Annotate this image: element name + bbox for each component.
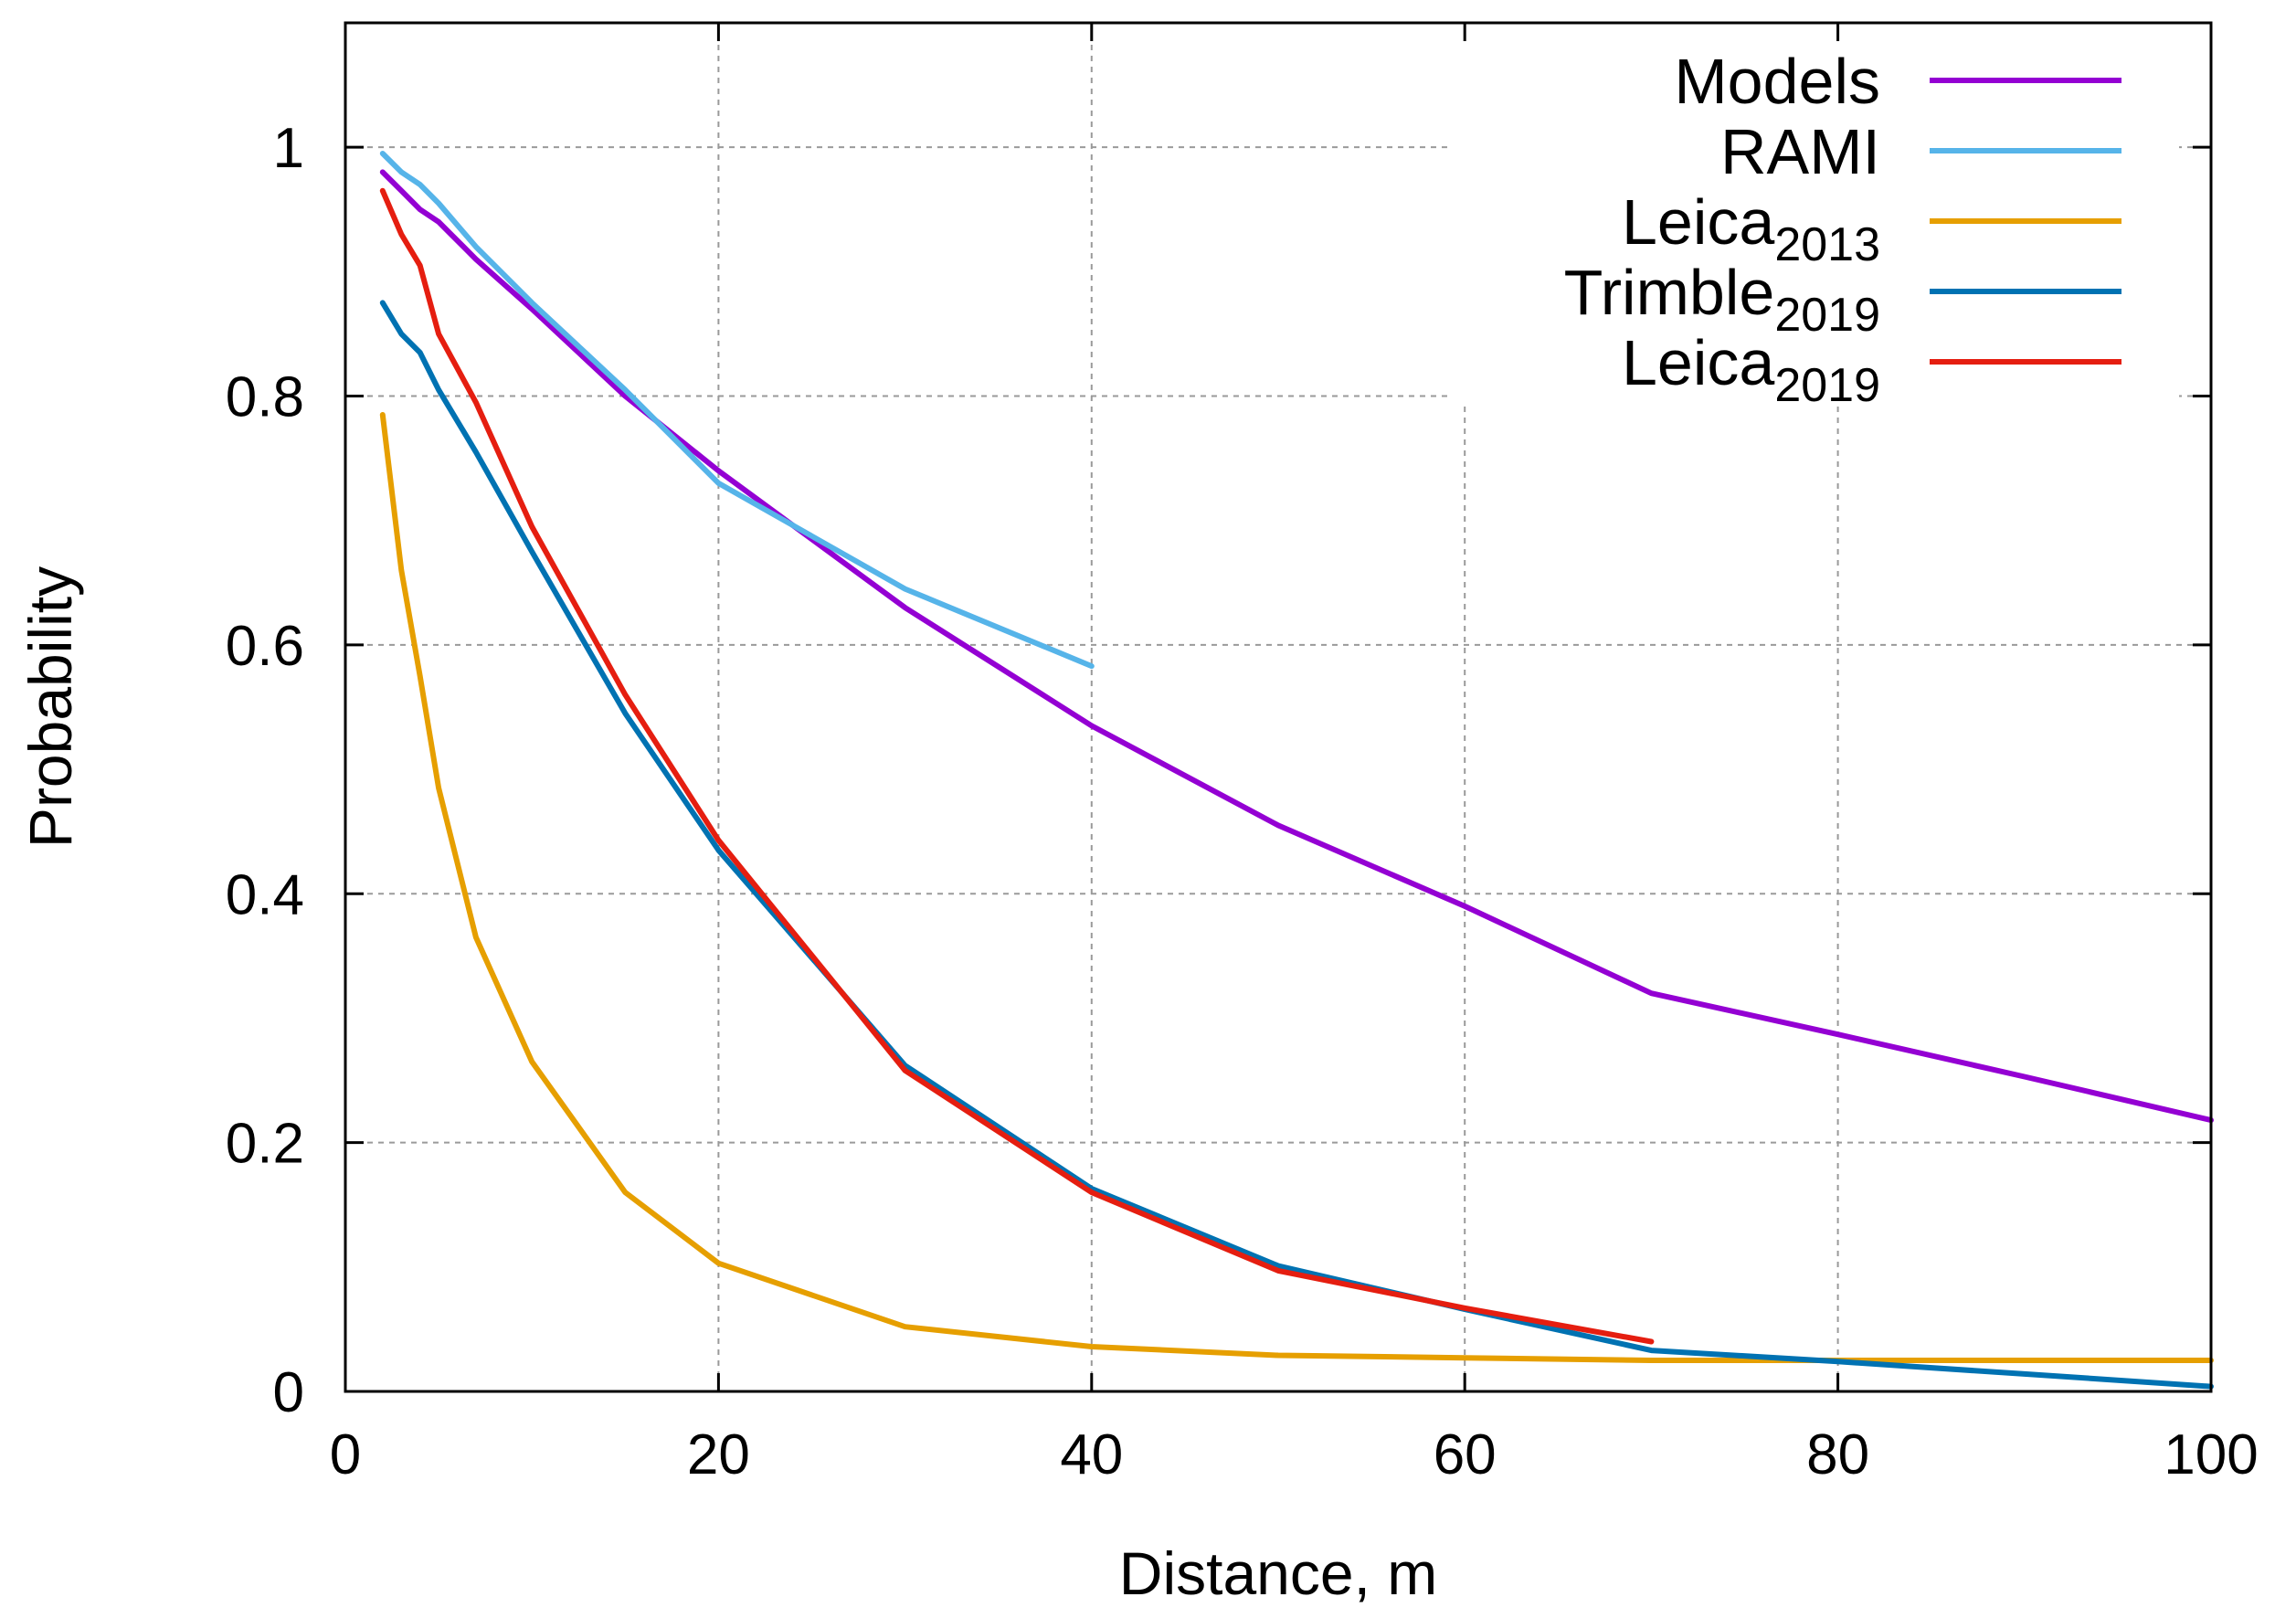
series-line-leica2013 <box>379 412 2214 1363</box>
x-tick-label: 40 <box>1060 1423 1123 1486</box>
y-tick-label: 0 <box>273 1361 304 1424</box>
data-series <box>379 151 2214 1390</box>
x-tick-label: 100 <box>2164 1423 2258 1486</box>
y-tick-label: 0.4 <box>226 863 304 926</box>
x-tick-label: 0 <box>330 1423 361 1486</box>
tick-labels: 0 20 40 60 80 100 0 0.2 0.4 0.6 0.8 1 <box>226 117 2259 1486</box>
y-tick-label: 0.6 <box>226 615 304 678</box>
series-line-rami <box>379 151 1095 670</box>
y-tick-label: 1 <box>273 117 304 180</box>
plot-frame <box>344 21 2213 1393</box>
axis-ticks <box>344 23 2213 1393</box>
series-line-models <box>379 169 2214 1124</box>
y-tick-label: 0.2 <box>226 1113 304 1176</box>
legend-label-rami: RAMI <box>1720 116 1880 187</box>
series-line-leica2019 <box>379 187 1655 1345</box>
x-tick-label: 80 <box>1806 1423 1869 1486</box>
x-tick-label: 20 <box>687 1423 750 1486</box>
x-tick-label: 60 <box>1434 1423 1497 1486</box>
x-axis-label: Distance, m <box>1119 1539 1437 1607</box>
y-axis-label: Probability <box>16 566 84 848</box>
grid-lines <box>345 23 2211 1391</box>
y-tick-label: 0.8 <box>226 366 304 429</box>
legend-label-leica2013: Leica2013 <box>1622 186 1880 271</box>
legend-label-trimble2019: Trimble2019 <box>1564 257 1880 342</box>
legend-label-models: Models <box>1674 46 1880 117</box>
legend-label-leica2019: Leica2019 <box>1622 327 1880 412</box>
